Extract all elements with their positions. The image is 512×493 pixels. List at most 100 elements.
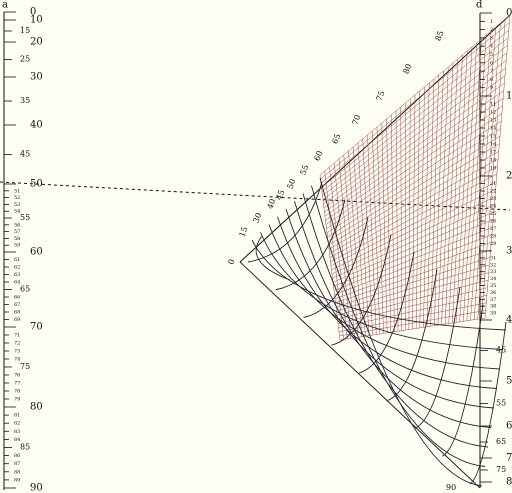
mesh-line (437, 66, 449, 326)
right-scale-name: d (476, 0, 483, 11)
tick-label: 76 (14, 373, 20, 379)
tick-label: 20 (506, 171, 512, 182)
diagonal-label: 80 (402, 63, 414, 76)
curve (285, 208, 495, 409)
left-scale-name: a (2, 0, 8, 11)
tick-label: 55 (496, 399, 506, 408)
tick-label: 40 (30, 120, 43, 131)
diagonal-label: 15 (238, 226, 250, 239)
tick-label: 2 (490, 27, 493, 33)
mesh-line (337, 279, 489, 320)
tick-label: 56 (14, 222, 20, 228)
tick-label: 86 (14, 453, 20, 459)
tick-label: 40 (506, 315, 512, 326)
tick-label: 62 (14, 265, 20, 271)
tick-label: 58 (14, 236, 20, 242)
tick-label: 81 (14, 413, 20, 419)
mesh-line (463, 38, 482, 322)
tick-label: 22 (490, 189, 496, 195)
tick-label: 13 (490, 118, 496, 124)
mesh-line (338, 295, 487, 328)
tick-label: 20 (30, 37, 43, 48)
diagonal-label: 55 (299, 164, 311, 177)
curve (255, 235, 291, 281)
tick-label: 69 (14, 317, 20, 323)
diagonal-label: 60 (313, 150, 325, 163)
mesh-line (334, 234, 492, 295)
tick-label: 19 (490, 166, 496, 172)
diagonal-label: 40 (266, 198, 278, 211)
diagonal-label: 30 (252, 212, 264, 225)
tick-label: 78 (14, 389, 20, 395)
tick-label: 80 (30, 402, 43, 413)
tick-label: 84 (14, 437, 20, 443)
mesh-line (334, 242, 492, 299)
tick-label: 32 (490, 262, 496, 268)
mesh-line (441, 62, 454, 325)
tick-label: 45 (20, 150, 30, 159)
tick-label: 12 (490, 110, 496, 116)
tick-label: 4 (490, 44, 493, 50)
tick-label: 3 (490, 35, 493, 41)
tick-label: 39 (490, 311, 496, 317)
tick-label: 14 (490, 126, 496, 132)
diagonal-label: 75 (375, 90, 387, 103)
diagonal-label: 45 (275, 189, 287, 202)
curve (302, 193, 489, 448)
tick-label: 63 (14, 272, 20, 278)
mesh-line (336, 272, 489, 316)
tick-label: 35 (490, 283, 496, 289)
mesh-line (336, 264, 490, 312)
curve (311, 185, 486, 467)
curve-grid (239, 177, 507, 489)
mesh-line (332, 204, 495, 279)
curve (386, 269, 438, 402)
tick-label: 73 (14, 349, 20, 355)
curve (319, 177, 483, 487)
tick-label: 52 (14, 195, 20, 201)
diagonal-label: 70 (351, 114, 363, 127)
tick-label: 75 (496, 465, 506, 474)
diagonal-label: 50 (286, 178, 298, 191)
mesh-line (415, 90, 420, 329)
mesh-line (434, 70, 444, 326)
curve (268, 224, 501, 370)
mesh-line (332, 211, 494, 283)
tick-label: 57 (14, 229, 20, 235)
tick-label: 88 (14, 469, 20, 475)
tick-label: 70 (506, 453, 512, 464)
bottom-label: 90 (446, 483, 456, 492)
curve (303, 216, 369, 318)
tick-label: 85 (20, 443, 30, 452)
diagonal-axis (239, 14, 511, 263)
diagonal-label: 65 (331, 133, 343, 146)
tick-label: 61 (14, 257, 20, 263)
diagonal-label: 0 (226, 258, 236, 266)
tick-label: 0 (30, 7, 36, 18)
mesh-line (423, 82, 430, 328)
tick-label: 70 (30, 322, 43, 333)
curve (331, 234, 392, 346)
tick-label: 24 (490, 204, 496, 210)
mesh-line (329, 166, 498, 258)
tick-label: 82 (14, 421, 20, 427)
tick-label: 28 (490, 234, 496, 240)
tick-label: 25 (20, 55, 30, 64)
tick-label: 27 (490, 226, 496, 232)
tick-label: 37 (490, 297, 496, 303)
mesh-line (459, 42, 477, 322)
mesh-line (335, 257, 491, 308)
tick-label: 33 (490, 269, 496, 275)
mesh-line (430, 74, 439, 327)
tick-label: 68 (14, 310, 20, 316)
tick-label: 15 (20, 26, 30, 35)
mesh-line (335, 249, 491, 304)
curve (260, 232, 504, 350)
tick-label: 34 (490, 276, 496, 282)
tick-label: 90 (30, 483, 43, 493)
edge (239, 261, 481, 489)
tick-label: 31 (490, 255, 496, 261)
tick-label: 59 (14, 243, 20, 249)
mesh-line (466, 34, 487, 321)
tick-label: 83 (14, 429, 20, 435)
